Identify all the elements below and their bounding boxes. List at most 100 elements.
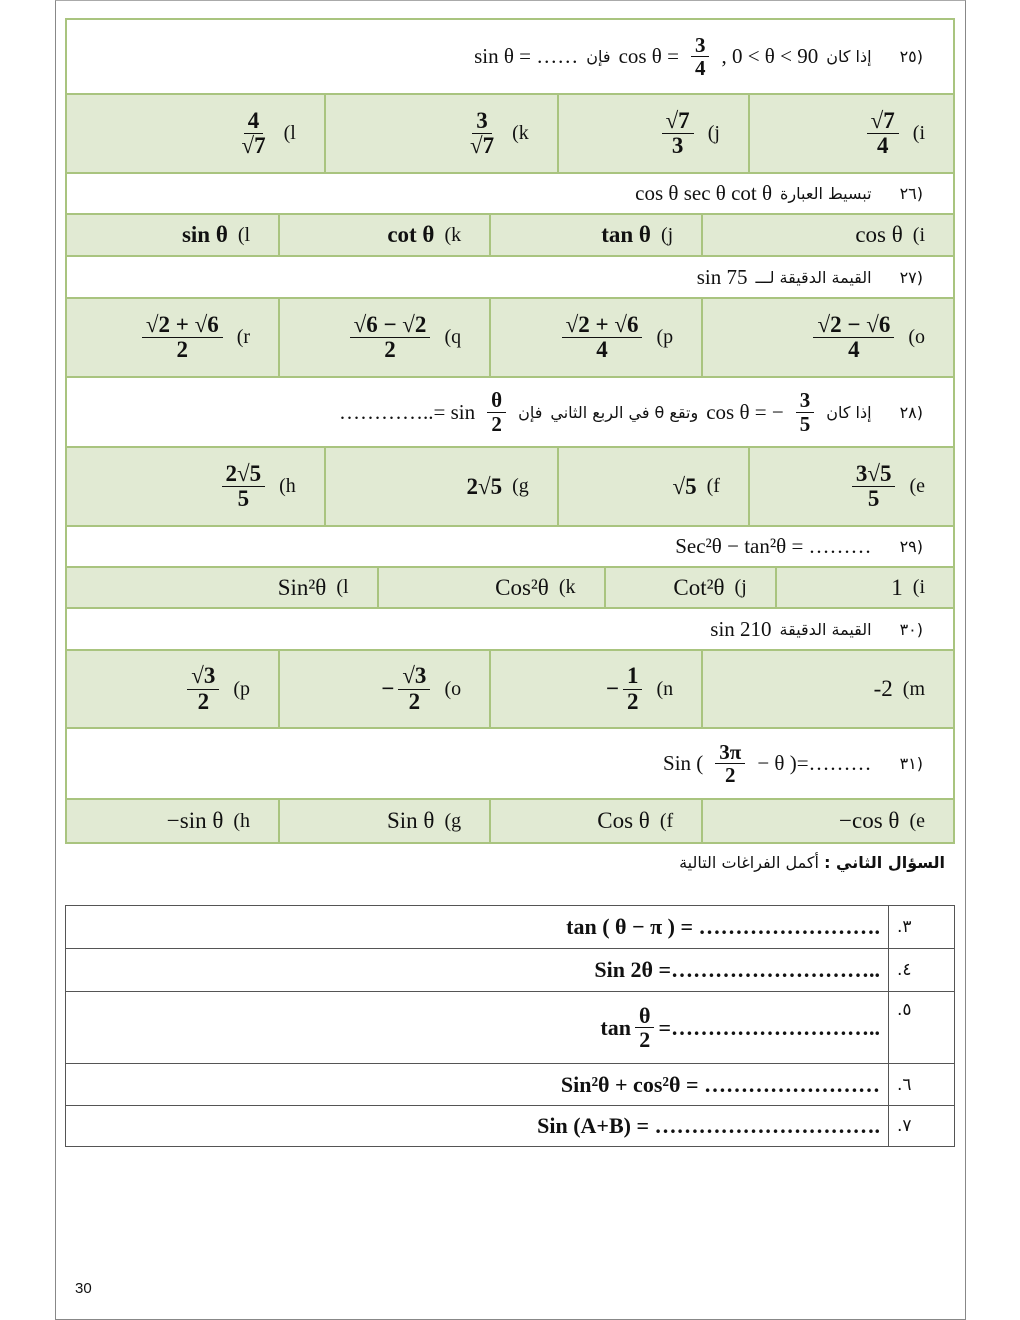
denominator: 2: [491, 411, 502, 436]
fill-in-expression: Sin 2θ =………………………..: [66, 949, 888, 991]
option-f[interactable]: √5 (f: [556, 448, 748, 525]
option-h[interactable]: −sin θ (h: [67, 800, 278, 842]
math-text: sin 75: [696, 264, 748, 289]
options-row: 3√5 5 (e √5 (f 2√5 (g 2√5 5 (h: [67, 448, 953, 527]
option-g[interactable]: 2√5 (g: [323, 448, 557, 525]
numerator: √2 + √6: [561, 312, 643, 338]
fraction: 3√5 5: [851, 461, 896, 511]
question-row: cos θ sec θ cot θ تبسيط العبارة (٢٦: [67, 174, 953, 215]
page-number: 30: [75, 1280, 92, 1297]
math-text: sin θ: [181, 222, 228, 247]
question-text: cos θ sec θ cot θ تبسيط العبارة (٢٦: [77, 181, 923, 206]
question-number: (٣١: [899, 754, 923, 773]
math-text: cot θ: [387, 222, 435, 247]
math-text: Sin 2θ =………………………..: [594, 957, 880, 982]
option-letter: (i: [912, 122, 925, 144]
item-number: .٥: [888, 992, 954, 1063]
arabic-text: وتقع θ في الربع الثاني: [550, 402, 699, 422]
fraction-group: √7 4: [863, 108, 903, 158]
option-o[interactable]: √2 − √6 4 (o: [701, 299, 953, 376]
denominator: 5: [867, 486, 880, 511]
numerator: 3: [795, 389, 815, 413]
option-e[interactable]: 3√5 5 (e: [747, 448, 953, 525]
math-text: tan ( θ − π ) = …………………….: [566, 914, 880, 939]
numerator: θ: [487, 389, 507, 413]
option-letter: (h: [279, 475, 296, 497]
option-l[interactable]: sin θ (l: [67, 215, 278, 255]
option-f[interactable]: Cos θ (f: [489, 800, 701, 842]
option-letter: (l: [336, 576, 349, 598]
numerator: 3π: [715, 741, 746, 764]
numerator: 3√5: [851, 461, 896, 487]
option-k[interactable]: cot θ (k: [278, 215, 489, 255]
option-j[interactable]: Cot²θ (j: [603, 568, 775, 607]
math-text: , 0 < θ < 90: [721, 44, 819, 68]
option-letter: (r: [236, 326, 251, 348]
question-text: sin θ = …… فإن cos θ = 3 4 , 0 < θ < 90 إذا كا…: [77, 34, 923, 79]
fraction: √6 − √2 2: [349, 312, 431, 362]
fraction: 4 √7: [237, 108, 269, 158]
question-text: …………..= sin θ 2 فإن وتقع θ في الربع الثاني co…: [77, 389, 923, 434]
fill-in-row: .٦ Sin²θ + cos²θ = ……………………: [66, 1064, 954, 1106]
option-p[interactable]: √2 + √6 4 (p: [489, 299, 701, 376]
fraction: √7 4: [866, 108, 899, 158]
option-j[interactable]: tan θ (j: [489, 215, 701, 255]
fraction-group: √2 − √6 4: [809, 312, 898, 362]
option-h[interactable]: 2√5 5 (h: [67, 448, 324, 525]
denominator: √7: [241, 133, 266, 158]
option-letter: (p: [656, 326, 674, 348]
fraction: 3π 2: [715, 741, 746, 786]
math-text: −cos θ: [839, 808, 900, 833]
math-text: =………………………..: [658, 1014, 880, 1040]
section-heading: السؤال الثاني : أكمل الفراغات التالية: [679, 853, 945, 872]
numerator: θ: [634, 1004, 655, 1028]
minus-sign: −: [605, 676, 619, 701]
option-n[interactable]: −1 2 (n: [489, 651, 701, 727]
option-p[interactable]: √3 2 (p: [67, 651, 278, 727]
option-k[interactable]: Cos²θ (k: [376, 568, 604, 607]
math-text: Sin (A+B) = ………………………….: [537, 1113, 880, 1138]
fill-in-row: .٤ Sin 2θ =………………………..: [66, 949, 954, 992]
fill-in-row: .٥ tan θ 2 =………………………..: [66, 992, 954, 1064]
option-letter: (f: [659, 809, 674, 832]
item-number: .٣: [888, 906, 954, 948]
arabic-text: فإن: [586, 47, 611, 66]
option-j[interactable]: √7 3 (j: [556, 95, 748, 172]
options-row: -2 (m −1 2 (n − √3 2 (o √3 2 (p: [67, 651, 953, 729]
fill-in-row: .٣ tan ( θ − π ) = …………………….: [66, 906, 954, 949]
option-q[interactable]: √6 − √2 2 (q: [278, 299, 489, 376]
denominator: 2: [197, 688, 210, 714]
math-text: Cot²θ: [673, 574, 725, 600]
option-m[interactable]: -2 (m: [701, 651, 953, 727]
option-k[interactable]: 3 √7 (k: [323, 95, 557, 172]
question-text: Sec²θ − tan²θ = ……… (٢٩: [77, 534, 923, 559]
option-l[interactable]: Sin²θ (l: [67, 568, 377, 607]
option-r[interactable]: √2 + √6 2 (r: [67, 299, 278, 376]
option-i[interactable]: √7 4 (i: [747, 95, 953, 172]
math-text: Cos θ: [597, 808, 650, 833]
option-e[interactable]: −cos θ (e: [701, 800, 953, 842]
option-l[interactable]: 4 √7 (l: [67, 95, 324, 172]
numerator: 2√5: [221, 461, 266, 487]
math-text: sin 210: [710, 616, 772, 641]
minus-sign: −: [381, 676, 395, 701]
numerator: √6 − √2: [349, 312, 431, 338]
question-text: sin 210 القيمة الدقيقة (٣٠: [77, 617, 923, 642]
option-i[interactable]: 1 (i: [774, 568, 953, 607]
fraction: 3 √7: [466, 108, 498, 158]
fraction-group: √7 3: [658, 108, 698, 158]
section-heading-text: أكمل الفراغات التالية: [679, 853, 819, 872]
option-o[interactable]: − √3 2 (o: [278, 651, 489, 727]
option-letter: (m: [902, 677, 925, 700]
question-text: Sin (3π 2 − θ )=……… (٣١: [77, 741, 923, 786]
question-row: …………..= sin θ 2 فإن وتقع θ في الربع الثاني co…: [67, 378, 953, 448]
question-number: (٢٦: [899, 184, 923, 203]
option-g[interactable]: Sin θ (g: [278, 800, 489, 842]
denominator: 5: [799, 411, 811, 436]
fraction: 2√5 5: [221, 461, 266, 511]
item-number: .٤: [888, 949, 954, 991]
option-i[interactable]: cos θ (i: [701, 215, 953, 255]
